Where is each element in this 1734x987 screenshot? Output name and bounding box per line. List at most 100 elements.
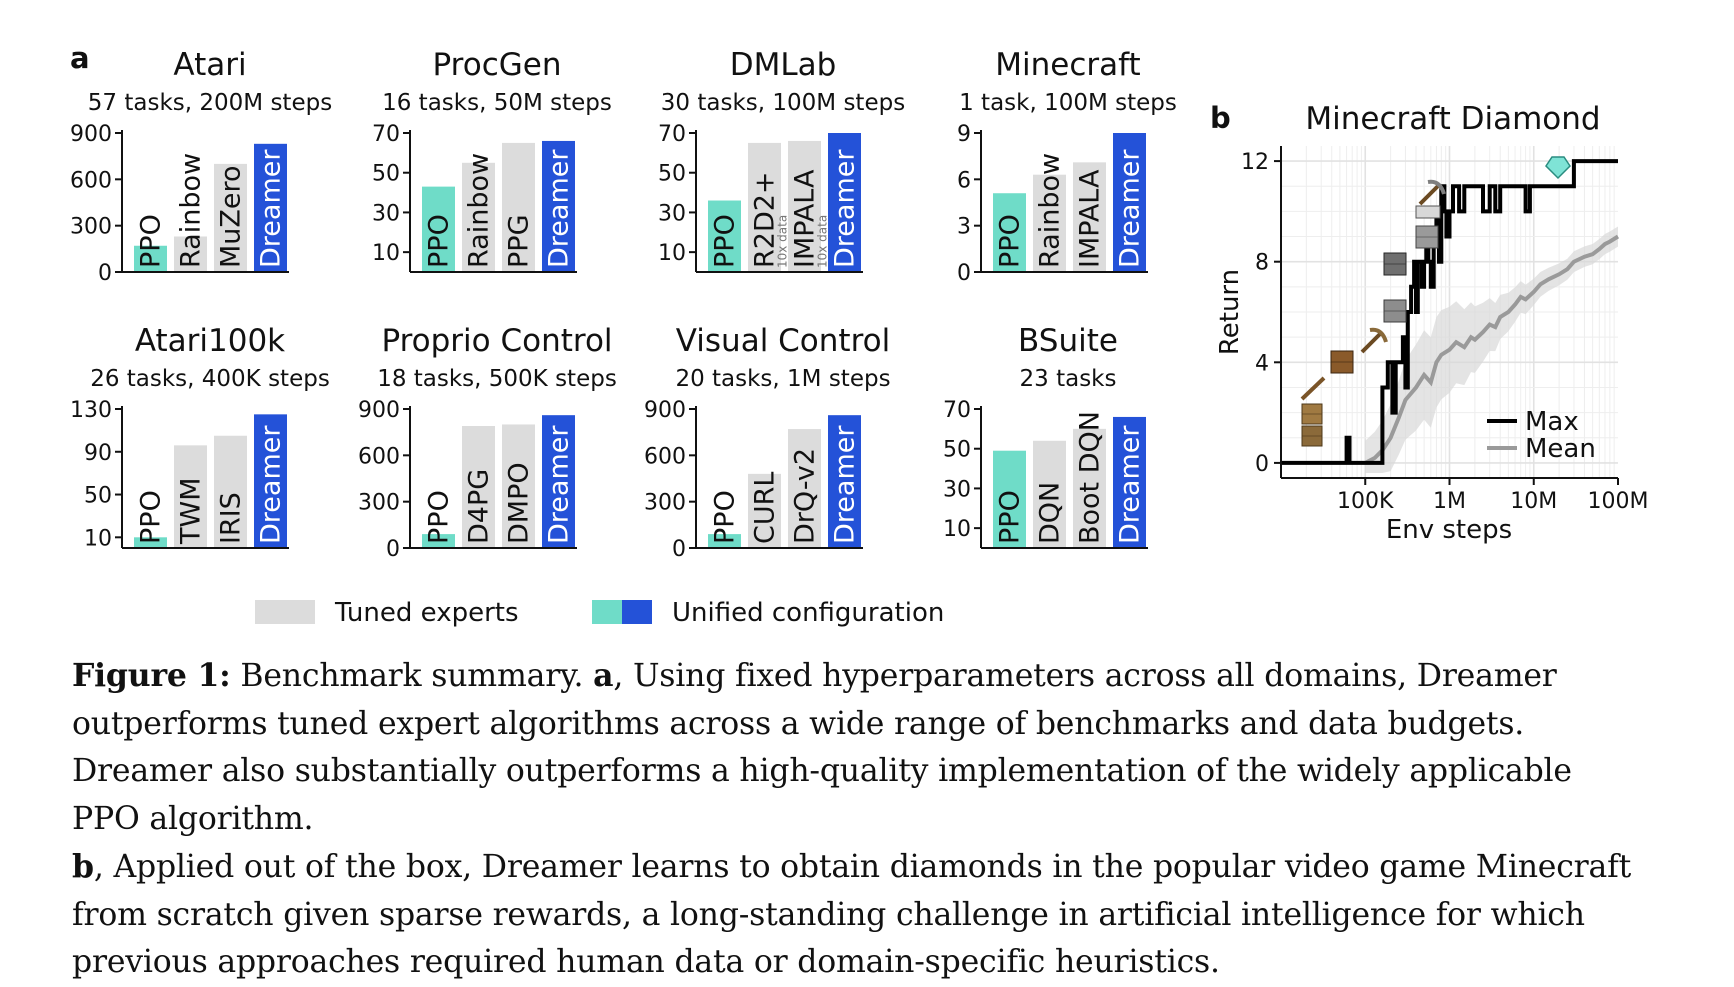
line-x-tick-label: 1M (1433, 489, 1466, 514)
chart-title-bsuite: BSuite (1018, 323, 1118, 359)
caption-b-text: , Applied out of the box, Dreamer learns… (72, 849, 1632, 980)
bar-label-rainbow: Rainbow (464, 153, 495, 268)
legend-swatch-ppo (592, 600, 622, 624)
legend-label-tuned: Tuned experts (334, 598, 519, 628)
chart-subtitle-atari: 57 tasks, 200M steps (88, 90, 332, 116)
y-tick-label-proprio-control: 600 (358, 444, 400, 469)
line-y-tick-label: 8 (1255, 251, 1269, 276)
chart-subtitle-dmlab: 30 tasks, 100M steps (661, 90, 905, 116)
bar-sublabel-impala: 10x data (816, 215, 830, 268)
bar-label-iris: IRIS (216, 492, 247, 544)
y-tick-label-visual-control: 0 (672, 537, 686, 562)
line-chart-title: Minecraft Diamond (1305, 101, 1600, 137)
bar-chart-bsuite: BSuite 23 tasks PPO DQN Boot DQN Dreamer 10 30 5… (943, 323, 1148, 549)
bar-ppo (422, 186, 455, 272)
line-y-axis-label: Return (1215, 269, 1245, 355)
bar-ppo (422, 534, 455, 548)
bar-label-dreamer: Dreamer (1115, 149, 1146, 268)
y-tick-label-atari100k: 90 (84, 441, 112, 466)
panel-label-a: a (70, 41, 90, 75)
bar-label-twm: TWM (176, 478, 207, 546)
bar-label-ppo: PPO (995, 490, 1026, 544)
line-x-tick-label: 10M (1510, 489, 1557, 514)
y-tick-label-visual-control: 300 (644, 491, 686, 516)
chart-subtitle-visual-control: 20 tasks, 1M steps (675, 366, 890, 392)
bar-ppg (502, 142, 535, 272)
bar-ppo (708, 534, 741, 548)
bar-iris (214, 435, 247, 548)
bar-label-dreamer: Dreamer (256, 149, 287, 268)
log-icon (1300, 376, 1326, 401)
bar-d4pg (462, 425, 495, 548)
diamond-icon (1545, 156, 1571, 180)
y-tick-label-atari100k: 10 (84, 526, 112, 551)
bar-label-curl: CURL (750, 472, 781, 544)
legend-label-unified: Unified configuration (672, 598, 944, 628)
bar-chart-proprio-control: Proprio Control 18 tasks, 500K steps PPO D4… (358, 323, 617, 562)
bar-rainbow (462, 162, 495, 272)
bar-ppo (134, 537, 167, 548)
bar-label-ppo: PPO (710, 490, 741, 544)
furnace-icon (1383, 252, 1407, 276)
line-y-tick-label: 12 (1241, 150, 1269, 175)
stone-pickaxe-icon (1418, 179, 1446, 206)
y-tick-label-atari: 300 (70, 215, 112, 240)
y-tick-label-procgen: 50 (372, 162, 400, 187)
y-tick-label-bsuite: 50 (943, 438, 971, 463)
wooden-pickaxe-icon-handle (1360, 332, 1382, 354)
bar-label-rainbow: Rainbow (1035, 153, 1066, 268)
figure-legend: Tuned experts Unified configuration (255, 598, 944, 628)
y-tick-label-dmlab: 50 (658, 162, 686, 187)
line-x-tick-label: 100M (1588, 489, 1649, 514)
y-tick-label-dmlab: 30 (658, 201, 686, 226)
y-tick-label-visual-control: 600 (644, 444, 686, 469)
panel-label-b: b (1210, 101, 1231, 135)
bar-chart-atari: Atari 57 tasks, 200M steps PPO Rainbow MuZer… (70, 47, 332, 286)
bar-label-d4pg: D4PG (464, 469, 495, 544)
bar-impala (1073, 162, 1106, 272)
planks-icon (1301, 425, 1323, 447)
y-tick-label-atari100k: 50 (84, 484, 112, 509)
bar-r2d2 (748, 142, 781, 272)
y-tick-label-minecraft: 3 (957, 215, 971, 240)
bar-rainbow (174, 236, 207, 272)
iron-ingot-icon (1415, 205, 1441, 219)
bar-label-dreamer: Dreamer (544, 149, 575, 268)
chart-title-atari: Atari (173, 47, 246, 83)
y-tick-label-bsuite: 30 (943, 477, 971, 502)
bar-sublabel-r2d2: 10x data (776, 215, 790, 268)
bar-label-ppo: PPO (136, 490, 167, 544)
bar-chart-atari100k: Atari100k 26 tasks, 400K steps PPO TWM IRIS D… (70, 323, 330, 551)
y-tick-label-procgen: 30 (372, 201, 400, 226)
legend-label-mean: Mean (1525, 434, 1596, 464)
bar-panels: Atari 57 tasks, 200M steps PPO Rainbow MuZer… (70, 47, 1177, 562)
legend-label-max: Max (1525, 407, 1579, 437)
bar-label-dqn: DQN (1035, 482, 1066, 544)
chart-subtitle-bsuite: 23 tasks (1020, 366, 1117, 392)
chart-title-procgen: ProcGen (433, 47, 562, 83)
cobblestone-icon (1383, 299, 1407, 323)
bar-impala (788, 140, 821, 272)
bar-label-boot-dqn: Boot DQN (1075, 411, 1106, 544)
y-tick-label-minecraft: 9 (957, 122, 971, 147)
series-line-mean (1364, 234, 1620, 465)
chart-title-visual-control: Visual Control (676, 323, 890, 359)
bar-dreamer (254, 414, 287, 548)
chart-title-atari100k: Atari100k (135, 323, 285, 359)
line-y-tick-label: 4 (1255, 351, 1269, 376)
figure-caption: Figure 1: Benchmark summary. a, Using fi… (72, 652, 1632, 987)
bar-rainbow (1033, 174, 1066, 272)
y-tick-label-bsuite: 70 (943, 398, 971, 423)
y-tick-label-visual-control: 900 (644, 398, 686, 423)
wooden-pickaxe-icon-head (1369, 327, 1388, 343)
chart-title-proprio-control: Proprio Control (381, 323, 612, 359)
y-tick-label-dmlab: 10 (658, 241, 686, 266)
bar-drq-v2 (788, 429, 821, 548)
y-tick-label-minecraft: 6 (957, 168, 971, 193)
bar-dreamer (542, 140, 575, 272)
minecraft-diamond-panel: Minecraft Diamond 0 4 8 12 100K 1M 10M 100M Env s… (1215, 101, 1648, 545)
bar-label-ppg: PPG (504, 215, 535, 269)
bar-label-rainbow: Rainbow (176, 153, 207, 268)
y-tick-label-atari100k: 130 (70, 398, 112, 423)
